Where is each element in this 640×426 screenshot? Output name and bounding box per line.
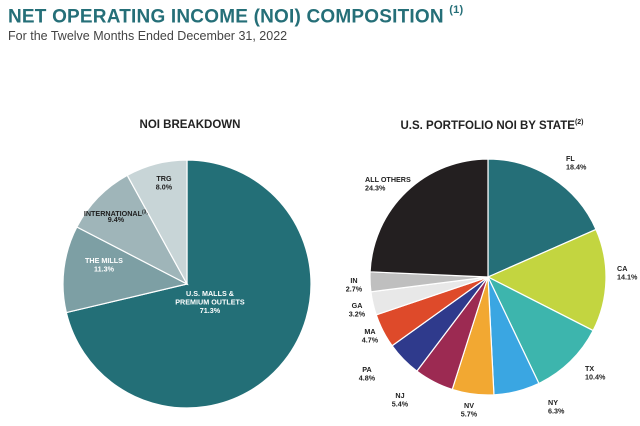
- state-label-ny: NY 6.3%: [548, 398, 565, 416]
- page-title: NET OPERATING INCOME (NOI) COMPOSITION (…: [8, 4, 464, 28]
- state-slice-tx: [486, 275, 594, 385]
- noi-breakdown-title: NOI BREAKDOWN: [139, 119, 241, 131]
- noi-slice-trg: [126, 159, 188, 285]
- state-slice-ca: [486, 228, 607, 332]
- page-title-text: NET OPERATING INCOME (NOI) COMPOSITION: [8, 6, 444, 28]
- noi-label-u-s-malls-premium-outlets: U.S. MALLS & PREMIUM OUTLETS 71.3%: [175, 289, 245, 315]
- state-noi-title: U.S. PORTFOLIO NOI BY STATE(2): [392, 119, 592, 132]
- state-label-ma: MA 4.7%: [362, 327, 379, 345]
- state-slice-fl: [487, 158, 597, 278]
- state-label-in: IN 2.7%: [346, 276, 363, 294]
- state-label-tx: TX 10.4%: [585, 364, 606, 382]
- state-label-nj: NJ 5.4%: [392, 391, 409, 409]
- noi-breakdown-pie: U.S. MALLS & PREMIUM OUTLETS 71.3% THE MILL…: [62, 159, 312, 409]
- state-label-fl: FL 18.4%: [566, 154, 587, 172]
- state-label-pa: PA 4.8%: [359, 365, 376, 383]
- noi-slice-the-mills: [62, 226, 189, 314]
- state-label-ga: GA 3.2%: [349, 301, 366, 319]
- noi-label-the-mills: THE MILLS 11.3%: [85, 256, 123, 274]
- noi-label-international: INTERNATIONAL(3) 9.4%: [84, 209, 149, 224]
- state-label-all-others: ALL OTHERS 24.3%: [365, 175, 411, 193]
- noi-slice-u-s-malls-premium-outlets: [65, 159, 312, 409]
- page-title-footnote: (1): [449, 4, 464, 16]
- state-label-nv: NV 5.7%: [461, 401, 478, 419]
- state-slice-all-others: [369, 158, 489, 278]
- state-noi-title-text: U.S. PORTFOLIO NOI BY STATE: [400, 119, 575, 132]
- noi-label-trg: TRG 8.0%: [156, 174, 173, 192]
- page-subtitle: For the Twelve Months Ended December 31,…: [8, 29, 288, 43]
- state-label-ca: CA 14.1%: [617, 264, 638, 282]
- state-noi-title-footnote: (2): [574, 119, 584, 126]
- state-noi-pie: FL 18.4% CA 14.1% TX 10.4% NY 6.3% NV 5.7% NJ 5.4% P…: [346, 154, 638, 419]
